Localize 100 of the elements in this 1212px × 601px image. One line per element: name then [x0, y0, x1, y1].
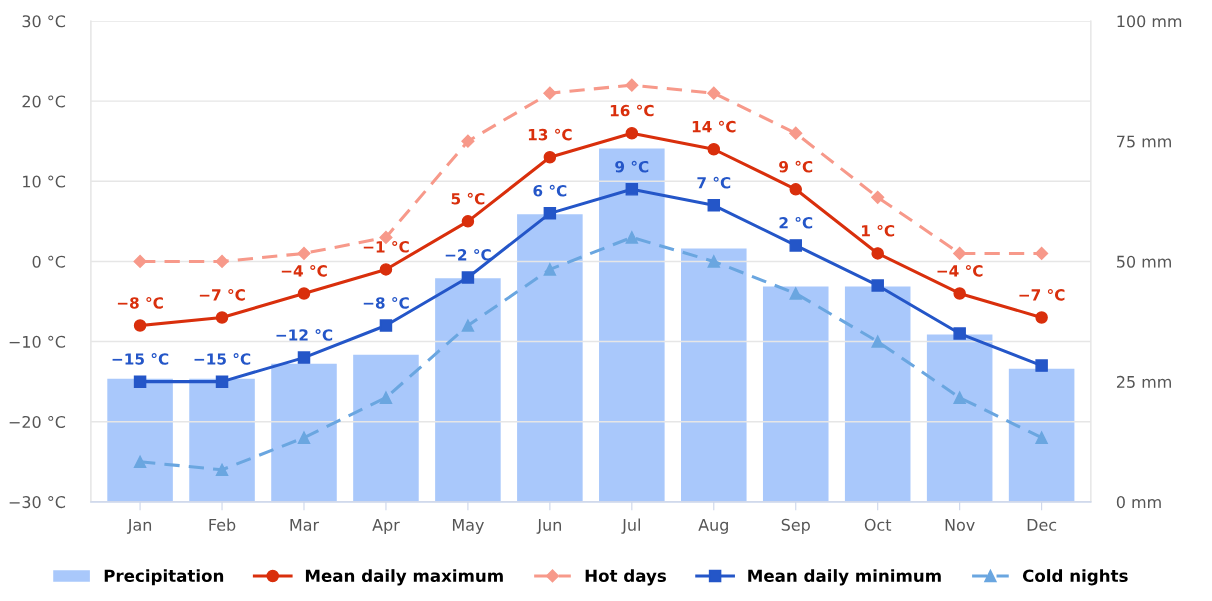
point — [871, 190, 885, 204]
point — [297, 431, 311, 444]
bar — [844, 286, 911, 502]
bar — [1008, 368, 1075, 502]
point — [871, 279, 884, 292]
point — [953, 327, 966, 340]
data-label: −4 °C — [281, 264, 327, 277]
point — [461, 271, 475, 284]
y-tick-label: 10 °C — [23, 175, 66, 188]
point — [707, 199, 721, 212]
data-label: −8 °C — [117, 297, 163, 309]
point — [625, 231, 639, 244]
data-label: −15 °C — [112, 353, 169, 365]
x-tick-label: Sep — [781, 518, 810, 534]
data-label: −1 °C — [363, 240, 409, 253]
point — [871, 335, 884, 348]
point — [707, 142, 721, 156]
point — [953, 246, 967, 261]
point — [133, 254, 147, 269]
y2-tick-label: 25 mm — [1116, 375, 1171, 388]
point — [543, 207, 557, 220]
point — [707, 255, 721, 268]
bar — [762, 286, 829, 502]
data-label: 6 °C — [533, 184, 567, 197]
point — [543, 263, 557, 276]
bar — [271, 363, 337, 502]
y-tick-label: −20 °C — [9, 415, 66, 428]
point — [133, 319, 147, 332]
bar — [353, 354, 419, 502]
point — [215, 311, 229, 324]
point — [297, 351, 311, 364]
data-label: 2 °C — [779, 216, 813, 229]
data-label: −12 °C — [276, 329, 333, 341]
x-tick-label: Apr — [372, 518, 400, 534]
bar — [435, 278, 501, 502]
point — [953, 391, 966, 404]
bar — [926, 334, 993, 502]
y-tick-label: 20 °C — [22, 95, 66, 108]
data-label: 7 °C — [697, 176, 731, 189]
point — [625, 78, 639, 92]
point — [379, 391, 393, 404]
legend-label: Precipitation — [104, 569, 224, 586]
point — [297, 246, 311, 261]
data-label: −8 °C — [363, 297, 409, 309]
legend-label: Cold nights — [1022, 569, 1128, 586]
y2-tick-label: 50 mm — [1117, 255, 1171, 268]
point — [1035, 431, 1048, 444]
data-label: 9 °C — [779, 160, 813, 173]
data-label: 13 °C — [528, 128, 572, 141]
y-tick-label: −10 °C — [9, 335, 66, 348]
legend-label: Mean daily maximum — [305, 569, 503, 586]
legend-label: Hot days — [585, 569, 666, 586]
bar — [681, 248, 747, 502]
point — [789, 287, 802, 300]
point — [707, 86, 721, 100]
point — [215, 463, 229, 477]
point — [789, 126, 803, 140]
bar — [107, 378, 173, 502]
point — [789, 183, 802, 196]
bar — [189, 378, 255, 502]
point — [953, 287, 966, 300]
x-tick-label: Jan — [126, 518, 152, 534]
point — [543, 151, 557, 164]
data-label: −4 °C — [937, 264, 983, 277]
legend-label: Mean daily minimum — [748, 569, 941, 586]
point — [379, 263, 393, 276]
point — [133, 375, 147, 388]
point — [215, 375, 229, 388]
data-label: −7 °C — [1019, 289, 1065, 301]
x-tick-label: Aug — [698, 518, 728, 534]
point — [543, 86, 557, 100]
data-label: 14 °C — [692, 120, 736, 133]
data-label: 1 °C — [862, 224, 895, 237]
y2-tick-label: 100 mm — [1117, 15, 1182, 28]
x-tick-label: Nov — [945, 518, 975, 531]
x-tick-label: Jun — [536, 518, 561, 534]
x-tick-label: Oct — [864, 518, 892, 531]
x-tick-label: Feb — [209, 518, 236, 531]
point — [461, 319, 475, 332]
x-tick-label: Jul — [621, 518, 640, 534]
y2-tick-label: 0 mm — [1116, 496, 1161, 509]
point — [1035, 311, 1048, 324]
data-label: 16 °C — [610, 104, 654, 117]
point — [1035, 246, 1049, 261]
bar — [599, 148, 665, 502]
x-tick-label: May — [452, 518, 484, 534]
x-tick-label: Dec — [1027, 518, 1057, 531]
point — [1035, 359, 1048, 372]
y-tick-label: 30 °C — [22, 15, 66, 28]
point — [789, 239, 802, 252]
point — [625, 126, 639, 140]
point — [133, 455, 147, 469]
x-tick-label: Mar — [290, 518, 320, 531]
data-label: 5 °C — [451, 192, 485, 205]
point — [297, 287, 311, 300]
bar — [517, 214, 583, 502]
y-tick-label: −30 °C — [9, 496, 66, 509]
point — [379, 319, 393, 332]
data-label: −15 °C — [194, 353, 251, 365]
y2-tick-label: 75 mm — [1117, 135, 1171, 148]
